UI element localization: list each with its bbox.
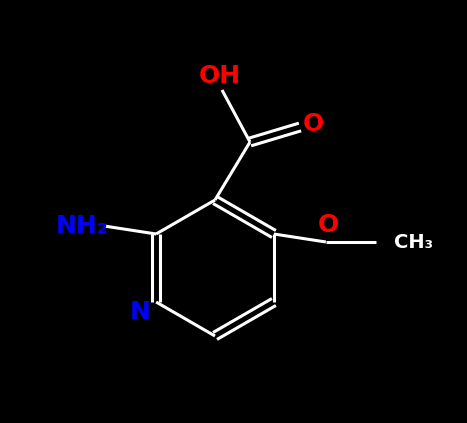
Text: NH₂: NH₂ [56, 214, 108, 238]
Text: O: O [317, 213, 339, 237]
Text: O: O [302, 112, 324, 136]
Text: OH: OH [199, 64, 241, 88]
Text: CH₃: CH₃ [394, 233, 433, 252]
Text: N: N [130, 300, 150, 324]
